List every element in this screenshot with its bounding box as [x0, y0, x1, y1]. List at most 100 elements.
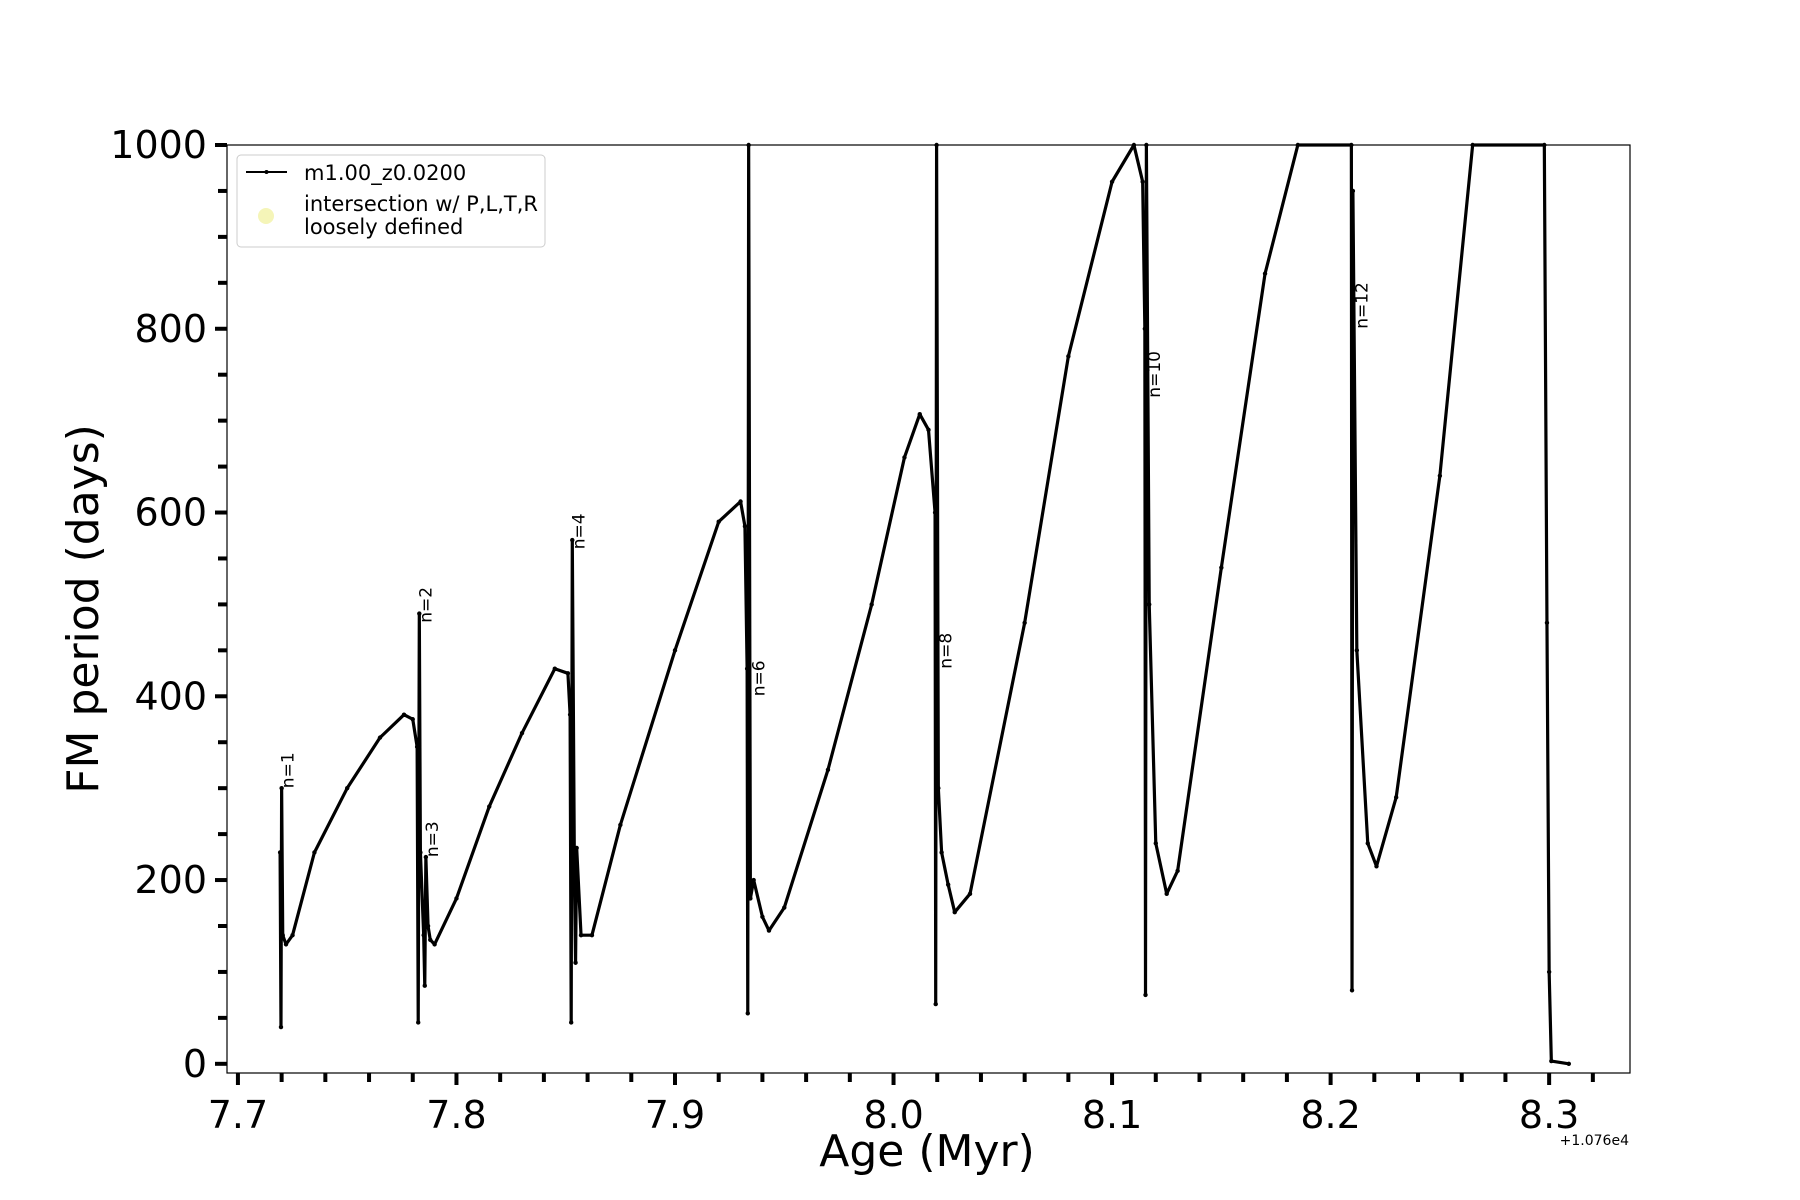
x-axis-offset-text: +1.076e4	[1560, 1133, 1629, 1149]
data-point	[425, 923, 431, 929]
data-point	[1022, 620, 1027, 625]
data-point	[751, 877, 756, 883]
data-point	[934, 142, 939, 148]
data-point	[428, 937, 433, 942]
y-tick-label: 0	[183, 1042, 207, 1086]
data-point	[418, 850, 423, 855]
pulse-label: n=8	[936, 633, 956, 669]
pulse-label: n=12	[1353, 282, 1373, 329]
data-point	[277, 850, 283, 855]
data-point	[421, 932, 426, 938]
data-point	[744, 666, 750, 671]
data-point	[1349, 988, 1355, 993]
data-point	[422, 983, 427, 988]
data-point	[917, 412, 922, 417]
data-point	[589, 932, 595, 938]
data-point	[1109, 179, 1115, 184]
y-axis-label: FM period (days)	[58, 424, 109, 794]
data-point	[952, 910, 957, 915]
legend-label-intersection: intersection w/ P,L,T,R	[304, 192, 538, 216]
data-point	[1153, 841, 1158, 846]
data-point	[377, 735, 383, 740]
plot-area	[226, 144, 1631, 1074]
data-point	[1143, 992, 1148, 998]
data-point	[568, 1020, 574, 1025]
data-point	[574, 845, 579, 851]
data-point	[748, 896, 753, 901]
legend: m1.00_z0.0200 intersection w/ P,L,T,R lo…	[236, 154, 546, 248]
data-point	[825, 767, 831, 772]
data-point	[936, 785, 941, 791]
data-point	[1262, 271, 1268, 276]
data-point	[1140, 179, 1145, 184]
data-point	[410, 717, 415, 722]
data-point	[401, 712, 407, 717]
data-point	[344, 785, 350, 791]
pulse-label: n=3	[423, 821, 443, 857]
pulse-label: n=10	[1145, 351, 1165, 398]
y-tick-label: 1000	[110, 123, 207, 167]
data-layer	[277, 142, 1572, 1067]
data-point	[290, 932, 295, 938]
data-point	[760, 914, 765, 919]
data-point	[552, 666, 557, 671]
legend-line-swatch-marker	[264, 170, 269, 174]
data-point	[1066, 354, 1071, 359]
legend-label-series: m1.00_z0.0200	[304, 161, 466, 186]
x-tick-label: 8.3	[1519, 1093, 1579, 1137]
data-point	[1354, 648, 1360, 653]
data-point	[1147, 602, 1152, 607]
data-point	[1142, 326, 1148, 331]
x-tick-label: 8.1	[1082, 1093, 1142, 1137]
data-point	[766, 928, 772, 933]
data-point	[1393, 795, 1399, 800]
data-point	[573, 960, 578, 965]
data-point	[1131, 142, 1137, 148]
data-point	[432, 942, 437, 947]
pulse-label: n=1	[279, 752, 299, 788]
pulse-label: n=2	[416, 587, 436, 623]
data-point	[578, 932, 584, 938]
data-point	[1175, 868, 1180, 874]
y-tick-label: 200	[134, 858, 207, 902]
data-point	[1295, 142, 1301, 148]
data-point	[746, 142, 751, 148]
legend-box	[236, 154, 546, 248]
data-point	[565, 671, 571, 676]
x-tick-label: 8.2	[1300, 1093, 1360, 1137]
data-point	[742, 524, 748, 529]
legend-circle-swatch	[258, 208, 274, 224]
data-point	[1542, 142, 1547, 148]
annotation-layer: n=1 n=2 n=3 n=4 n=6 n=8 n=10 n=12	[279, 282, 1373, 857]
data-point	[932, 510, 938, 515]
data-point	[312, 850, 317, 855]
x-tick-label: 7.9	[645, 1093, 705, 1137]
data-point	[1566, 1061, 1572, 1067]
data-point	[280, 932, 285, 938]
data-point	[716, 519, 721, 524]
data-point	[572, 877, 577, 883]
data-point	[416, 1020, 421, 1025]
data-point	[423, 854, 429, 860]
data-point	[278, 1024, 284, 1030]
data-point	[417, 611, 422, 616]
x-tick-label: 8.0	[863, 1093, 923, 1137]
data-point	[1219, 565, 1224, 570]
data-point	[1350, 188, 1356, 194]
data-point	[1144, 142, 1149, 148]
y-tick-label: 400	[134, 674, 207, 718]
data-point	[1374, 864, 1379, 869]
data-point	[1437, 473, 1443, 478]
data-point	[672, 648, 678, 653]
data-point	[869, 602, 874, 607]
pulse-label: n=4	[569, 513, 589, 549]
legend-label-intersection-line2: loosely defined	[304, 215, 463, 239]
y-axis: 0 200 400 600 800 1000	[110, 123, 227, 1086]
data-point	[1549, 1058, 1554, 1064]
x-tick-label: 7.7	[208, 1093, 268, 1137]
x-tick-label: 7.8	[426, 1093, 486, 1137]
data-point	[967, 891, 973, 897]
data-point	[782, 905, 787, 910]
pulse-label: n=6	[750, 660, 770, 696]
